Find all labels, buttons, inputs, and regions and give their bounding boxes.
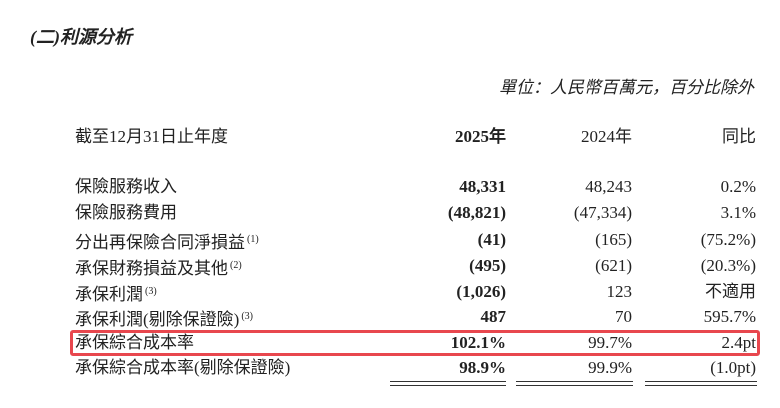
double-underline (390, 381, 506, 386)
cell: 48,331 (459, 177, 506, 196)
cell: 487 (480, 307, 507, 326)
cell: (1.0pt) (710, 358, 756, 377)
column-header: 2024年 (581, 127, 632, 146)
cell: 98.9% (459, 358, 506, 377)
double-underline (516, 381, 633, 386)
cell: (165) (595, 230, 632, 249)
cell: 48,243 (585, 177, 632, 196)
cell: 99.9% (588, 358, 632, 377)
row-label: 承保綜合成本率 (75, 333, 194, 352)
cell: 0.2% (720, 177, 756, 196)
cell: 3.1% (720, 203, 756, 222)
double-underline (645, 381, 757, 386)
row-label: 承保利潤(剔除保證險) (3) (75, 310, 253, 329)
cell: (1,026) (456, 282, 506, 301)
cell: 不適用 (705, 282, 756, 301)
cell: (48,821) (447, 203, 506, 222)
column-header: 同比 (722, 127, 756, 146)
cell: (75.2%) (700, 230, 756, 249)
row-label: 承保綜合成本率(剔除保證險) (75, 358, 291, 377)
highlight-box (70, 330, 760, 356)
row-label: 保險服務費用 (75, 203, 177, 222)
footnote-ref: (1) (247, 234, 259, 245)
unit-note: 單位：人民幣百萬元，百分比除外 (499, 78, 754, 97)
cell: 2.4pt (721, 333, 756, 352)
cell: (47,334) (573, 203, 632, 222)
cell: (621) (595, 256, 632, 275)
footnote-ref: (3) (241, 311, 253, 322)
row-label: 承保財務損益及其他 (2) (75, 259, 242, 278)
section-title: (二)利源分析 (30, 27, 132, 47)
cell: (41) (477, 230, 506, 249)
cell: 99.7% (588, 333, 632, 352)
cell: 595.7% (703, 307, 756, 326)
footnote-ref: (3) (145, 286, 157, 297)
row-label: 分出再保險合同淨損益 (1) (75, 233, 259, 252)
cell: (495) (469, 256, 506, 275)
cell: 123 (606, 282, 633, 301)
cell: 102.1% (450, 333, 506, 352)
cell: 70 (615, 307, 632, 326)
row-label: 保險服務收入 (75, 177, 177, 196)
column-header: 2025年 (455, 127, 506, 146)
cell: (20.3%) (700, 256, 756, 275)
footnote-ref: (2) (230, 260, 242, 271)
column-header: 截至12月31日止年度 (75, 127, 228, 146)
row-label: 承保利潤 (3) (75, 285, 157, 304)
